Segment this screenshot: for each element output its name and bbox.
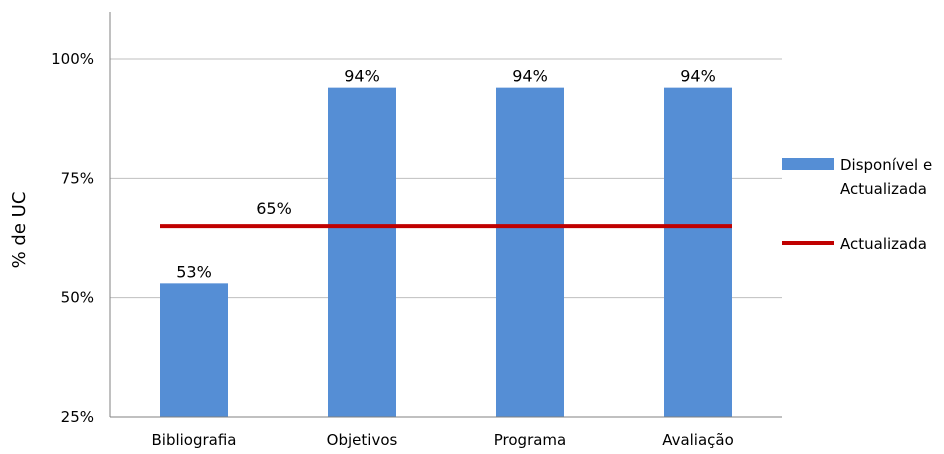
x-tick-label: Programa bbox=[494, 431, 566, 449]
x-tick-label: Bibliografia bbox=[151, 431, 236, 449]
y-tick-label: 75% bbox=[61, 169, 94, 187]
axes bbox=[109, 12, 782, 418]
legend-label: Actualizada bbox=[840, 180, 927, 198]
legend-label: Disponível e bbox=[840, 156, 932, 174]
line-data-label: 65% bbox=[256, 199, 292, 218]
x-tick-label: Objetivos bbox=[327, 431, 398, 449]
y-tick-label: 50% bbox=[61, 289, 94, 307]
bar-data-label: 94% bbox=[680, 67, 716, 86]
line-series: 65% bbox=[160, 199, 732, 229]
bar-data-label: 53% bbox=[176, 262, 212, 281]
legend: Disponível e Actualizada Actualizada bbox=[782, 156, 932, 253]
legend-swatch-bar bbox=[782, 158, 834, 170]
bar bbox=[664, 87, 732, 417]
legend-label: Actualizada bbox=[840, 235, 927, 253]
y-tick-label: 25% bbox=[61, 408, 94, 426]
y-tick-label: 100% bbox=[51, 50, 94, 68]
x-tick-label: Avaliação bbox=[662, 431, 734, 449]
bar-series bbox=[160, 87, 732, 417]
bar-data-label: 94% bbox=[512, 67, 548, 86]
bar-data-label: 94% bbox=[344, 67, 380, 86]
x-tick-labels: Bibliografia Objetivos Programa Avaliação bbox=[151, 431, 733, 449]
bar bbox=[328, 87, 396, 417]
y-axis-title: % de UC bbox=[9, 192, 30, 269]
bar bbox=[496, 87, 564, 417]
bar-data-labels: 53% 94% 94% 94% bbox=[176, 67, 716, 282]
bar bbox=[160, 283, 228, 417]
y-tick-labels: 25% 50% 75% 100% bbox=[51, 50, 94, 426]
